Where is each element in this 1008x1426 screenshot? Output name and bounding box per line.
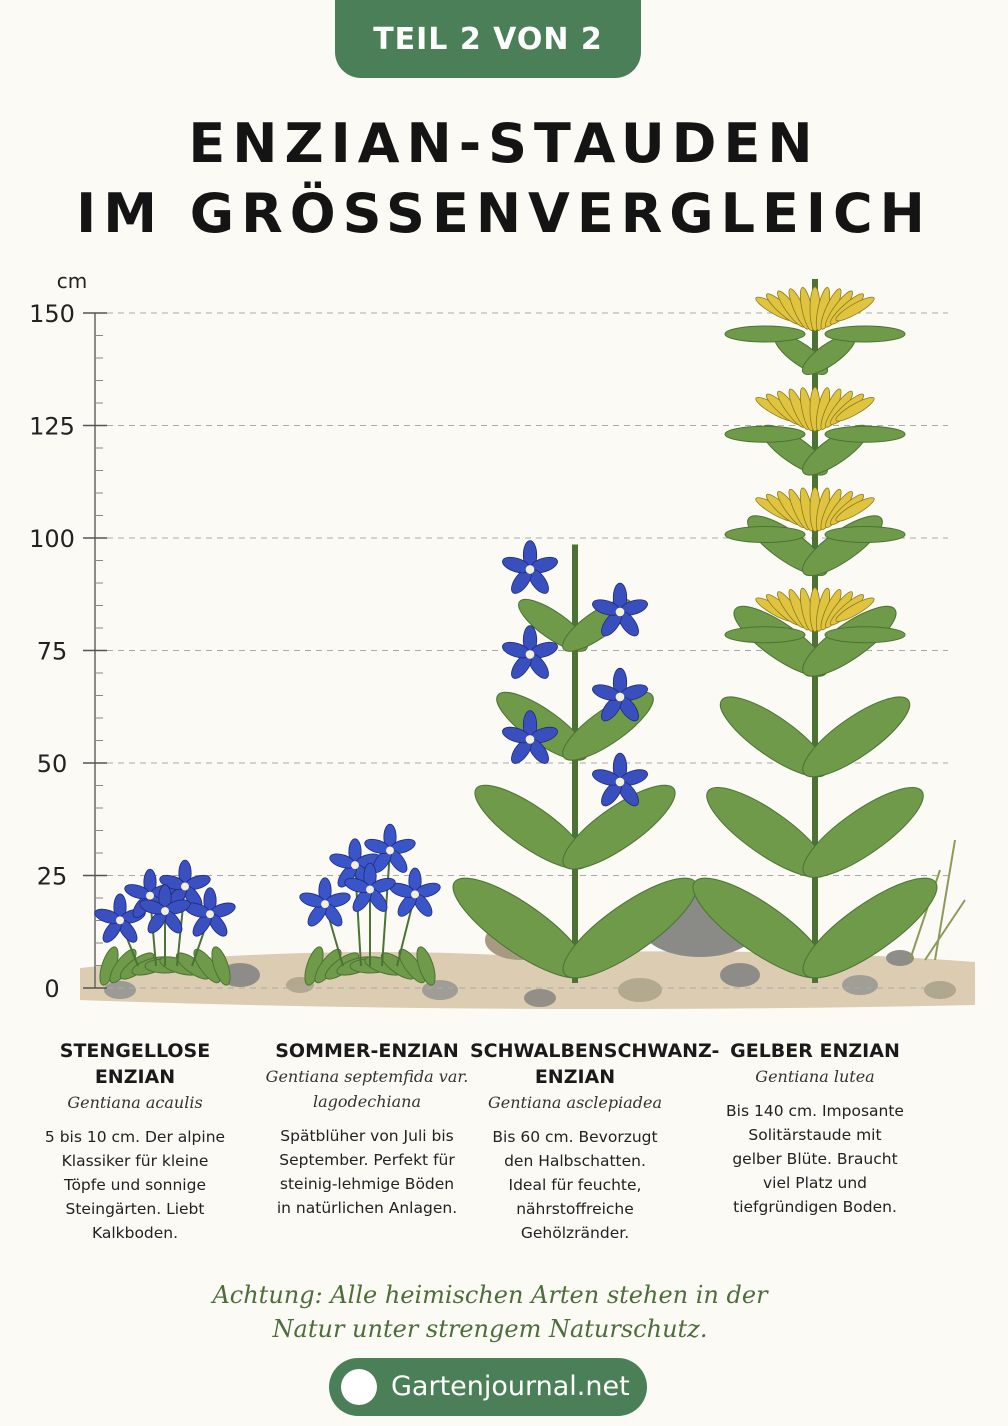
y-tick-label: 125 — [29, 413, 75, 441]
flower-center — [321, 900, 329, 909]
flower-center — [116, 916, 124, 925]
flower-center — [525, 735, 535, 744]
flower-center — [615, 607, 625, 617]
y-tick-label: 0 — [44, 975, 59, 1003]
bract — [724, 525, 806, 543]
y-tick-label: 75 — [37, 638, 68, 666]
title-line: IM GRÖSSENVERGLEICH — [76, 182, 932, 245]
chart: cm 0 25 50 75 100 125 150 — [29, 269, 975, 1009]
description: Bis 60 cm. Bevorzugt den Halbschatten. I… — [492, 1128, 658, 1242]
bract — [824, 325, 906, 343]
flower-center — [411, 890, 419, 899]
leaf — [562, 784, 676, 870]
y-axis-label: cm — [57, 269, 87, 293]
flower-center — [525, 565, 535, 574]
description: Spätblüher von Juli bis September. Perfe… — [276, 1127, 458, 1217]
bract — [824, 525, 906, 543]
leaf — [211, 946, 231, 986]
leaf — [416, 946, 436, 986]
flower-center — [181, 882, 189, 891]
plant-info: SOMMER-ENZIAN Gentiana septemfida var. la… — [262, 1038, 472, 1220]
flower-center — [146, 891, 154, 900]
scientific-name: Gentiana lutea — [755, 1067, 875, 1086]
description: Bis 140 cm. Imposante Solitärstaude mit … — [726, 1102, 904, 1216]
leaf — [802, 787, 924, 878]
flower-center — [366, 885, 374, 894]
bract — [824, 425, 906, 443]
footer: Gartenjournal.net — [329, 1358, 647, 1416]
leaf — [802, 877, 938, 979]
flower-center — [206, 910, 214, 919]
bract — [824, 626, 906, 644]
plant — [692, 279, 938, 983]
flower-center — [525, 650, 535, 659]
plant — [299, 823, 441, 986]
floret — [835, 597, 875, 622]
flower-center — [615, 692, 625, 702]
floret — [835, 497, 875, 522]
bract — [724, 425, 806, 443]
plant-info: STENGELLOSE ENZIAN Gentiana acaulis 5 bis … — [30, 1038, 240, 1245]
flower-center — [615, 777, 625, 787]
plant — [94, 859, 236, 986]
y-tick-label: 25 — [37, 863, 68, 891]
floret — [835, 296, 875, 322]
scientific-name: Gentiana acaulis — [67, 1093, 203, 1112]
flower-center — [161, 907, 169, 916]
leaf — [802, 696, 911, 778]
badge: TEIL 2 VON 2 — [335, 0, 641, 78]
flower-center — [386, 846, 394, 855]
note: Achtung: Alle heimischen Arten stehen in… — [212, 1281, 768, 1343]
plant-info: SCHWALBENSCHWANZ-ENZIAN Gentiana asclepia… — [470, 1038, 720, 1245]
scientific-name: Gentiana asclepiadea — [487, 1093, 662, 1112]
flower-center — [351, 861, 359, 870]
logo — [341, 1369, 377, 1405]
plant-info: GELBER ENZIAN Gentiana lutea Bis 140 cm. I… — [710, 1038, 920, 1219]
plant-name: STENGELLOSE ENZIAN — [59, 1040, 211, 1088]
y-tick-label: 50 — [37, 750, 68, 778]
title-line: ENZIAN-STAUDEN — [188, 112, 820, 175]
y-tick-label: 150 — [29, 300, 75, 328]
plant-name: GELBER ENZIAN — [730, 1040, 900, 1062]
footer-text: Gartenjournal.net — [391, 1371, 630, 1402]
description: 5 bis 10 cm. Der alpine Klassiker für kl… — [44, 1128, 226, 1242]
y-tick-label: 100 — [29, 525, 75, 553]
floret — [835, 397, 875, 422]
plant — [452, 540, 698, 983]
scientific-name: Gentiana septemfida var. lagodechiana — [265, 1067, 469, 1111]
plant-name: SCHWALBENSCHWANZ-ENZIAN — [470, 1040, 720, 1088]
bract — [724, 626, 806, 644]
plant-name: SOMMER-ENZIAN — [275, 1040, 459, 1062]
bract — [724, 325, 806, 343]
ground — [80, 839, 975, 1009]
